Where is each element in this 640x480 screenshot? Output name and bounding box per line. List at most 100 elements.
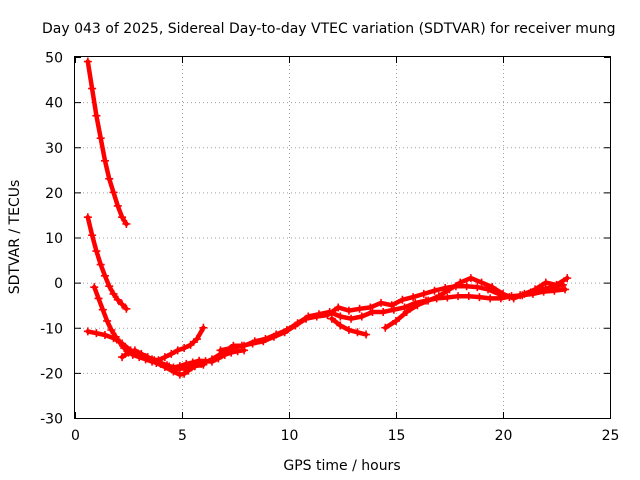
data-point xyxy=(207,355,216,364)
data-point xyxy=(402,307,411,316)
y-tick-label: -30 xyxy=(40,412,63,428)
data-point xyxy=(186,340,195,349)
plot-frame xyxy=(74,56,611,419)
data-point xyxy=(454,292,463,301)
x-axis-label: GPS time / hours xyxy=(283,458,400,474)
grid xyxy=(75,57,610,418)
series-line xyxy=(85,59,129,227)
data-point xyxy=(366,303,375,312)
chart-title: Day 043 of 2025, Sidereal Day-to-day VTE… xyxy=(42,21,616,37)
ticks xyxy=(75,57,611,419)
data-point xyxy=(167,349,176,358)
data-point xyxy=(103,316,112,325)
data-point xyxy=(109,334,118,343)
data-point xyxy=(83,57,92,66)
data-point xyxy=(466,274,475,283)
tick-labels: 0 5 10 15 20 25 -30 -20 -10 0 10 20 30 40 50 xyxy=(40,51,619,445)
data-point xyxy=(237,341,246,350)
data-point xyxy=(323,311,332,320)
series-line xyxy=(383,275,570,331)
data-point xyxy=(509,294,518,303)
data-point xyxy=(419,289,428,298)
data-point xyxy=(368,307,377,316)
data-point xyxy=(88,84,97,93)
data-point xyxy=(398,295,407,304)
data-point xyxy=(464,292,473,301)
data-point xyxy=(96,134,105,143)
data-point xyxy=(122,304,131,313)
data-point xyxy=(169,363,178,372)
data-point xyxy=(445,285,454,294)
data-point xyxy=(355,304,364,313)
data-point xyxy=(259,337,268,346)
data-point xyxy=(280,328,289,337)
data-point xyxy=(113,201,122,210)
x-tick-label: 10 xyxy=(281,428,299,444)
data-point xyxy=(430,286,439,295)
data-point xyxy=(443,293,452,302)
data-point xyxy=(197,359,206,368)
data-point xyxy=(336,321,345,330)
y-tick-label: 0 xyxy=(54,276,63,292)
data-point xyxy=(381,323,390,332)
data-point xyxy=(92,247,101,256)
data-point xyxy=(109,188,118,197)
data-point xyxy=(248,339,257,348)
data-point xyxy=(291,321,300,330)
x-tick-label: 25 xyxy=(602,428,620,444)
data-point xyxy=(118,339,127,348)
x-tick-label: 15 xyxy=(388,428,406,444)
series-track-1 xyxy=(83,57,131,228)
data-point xyxy=(531,285,540,294)
data-point xyxy=(92,329,101,338)
data-point xyxy=(98,305,107,314)
data-point xyxy=(130,346,139,355)
data-point xyxy=(124,348,133,357)
series-track-6 xyxy=(135,323,208,365)
data-point xyxy=(477,278,486,287)
x-tick-label: 0 xyxy=(71,428,80,444)
series-line xyxy=(85,214,129,312)
y-tick-label: 30 xyxy=(45,141,63,157)
data-point xyxy=(180,369,189,378)
data-point xyxy=(387,301,396,310)
data-point xyxy=(475,293,484,302)
x-tick-label: 5 xyxy=(178,428,187,444)
y-tick-label: -10 xyxy=(40,321,63,337)
data-point xyxy=(94,294,103,303)
data-point xyxy=(96,260,105,269)
data-point xyxy=(105,282,114,291)
data-point xyxy=(353,328,362,337)
data-point xyxy=(109,289,118,298)
data-point xyxy=(302,314,311,323)
data-point xyxy=(344,326,353,335)
data-point xyxy=(486,294,495,303)
data-point xyxy=(154,356,163,365)
data-point xyxy=(173,346,182,355)
data-point xyxy=(175,362,184,371)
data-point xyxy=(118,300,127,309)
data-point xyxy=(148,355,157,364)
y-tick-label: 50 xyxy=(45,51,63,67)
series-track-9 xyxy=(327,314,371,339)
data-point xyxy=(357,312,366,321)
data-point xyxy=(100,330,109,339)
data-point xyxy=(400,303,409,312)
data-point xyxy=(192,335,201,344)
data-point xyxy=(107,326,116,335)
data-point xyxy=(327,314,336,323)
data-point xyxy=(182,359,191,368)
data-point xyxy=(362,330,371,339)
data-point xyxy=(122,219,131,228)
y-tick-label: 20 xyxy=(45,186,63,202)
data-point xyxy=(118,353,127,362)
data-point xyxy=(389,305,398,314)
series-layer xyxy=(83,57,572,379)
series-track-10 xyxy=(381,274,572,332)
data-point xyxy=(184,366,193,375)
data-point xyxy=(334,303,343,312)
data-point xyxy=(344,306,353,315)
x-tick-label: 20 xyxy=(495,428,513,444)
data-point xyxy=(424,296,433,305)
